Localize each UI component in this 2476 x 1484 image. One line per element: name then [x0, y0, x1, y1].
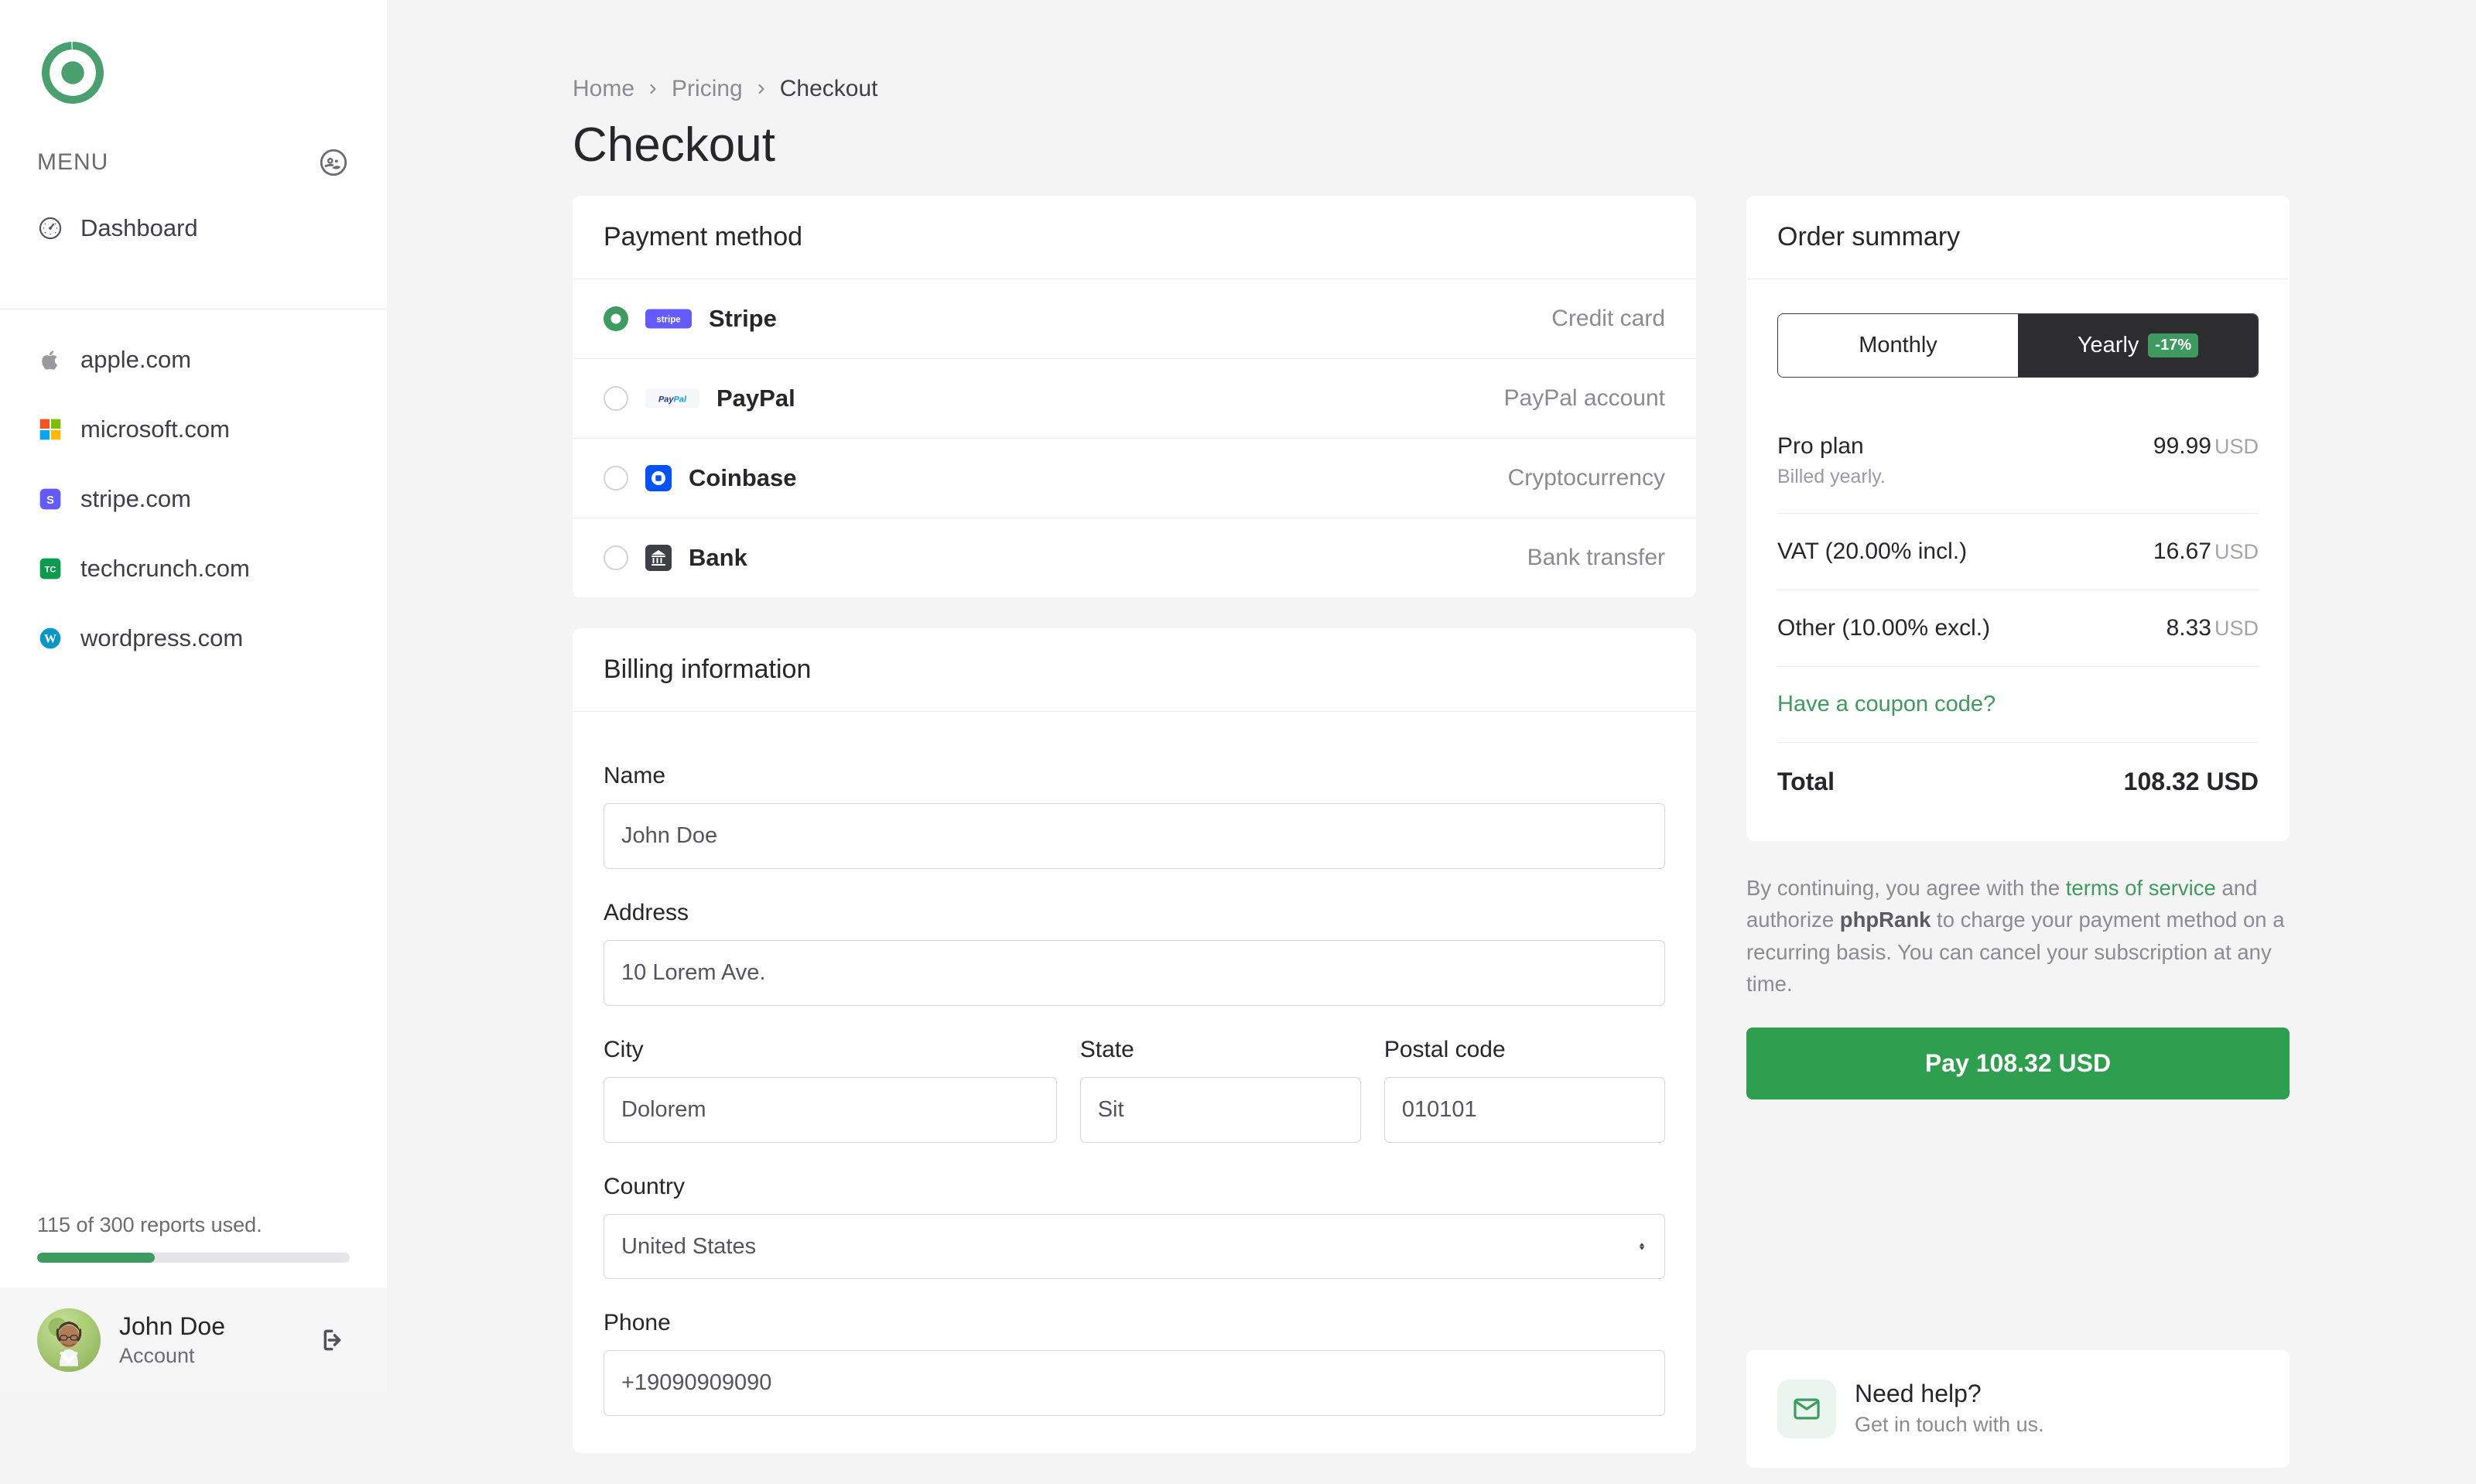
svg-text:PayPal: PayPal: [658, 395, 687, 405]
svg-text:S: S: [46, 494, 54, 507]
svg-text:TC: TC: [44, 566, 56, 575]
svg-text:stripe: stripe: [656, 316, 680, 325]
svg-text:W: W: [44, 632, 56, 645]
